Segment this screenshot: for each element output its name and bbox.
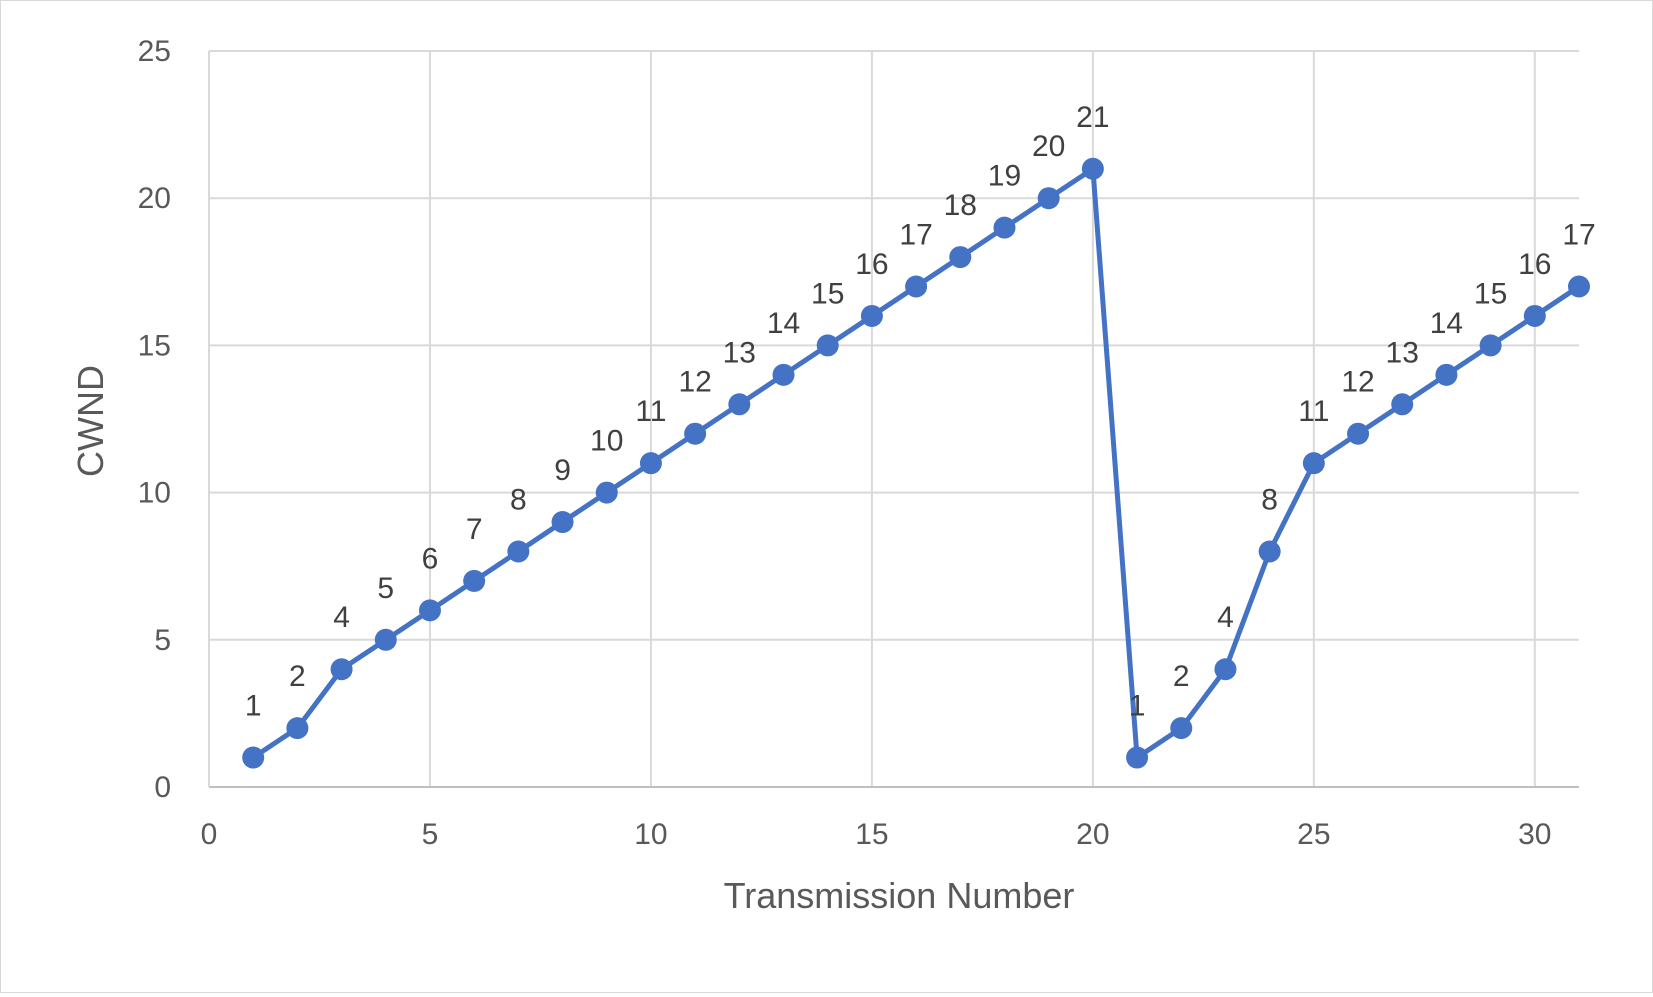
data-point bbox=[684, 422, 707, 445]
data-label: 20 bbox=[1032, 130, 1065, 163]
x-tick-label: 20 bbox=[1076, 818, 1109, 851]
data-point bbox=[330, 658, 353, 681]
y-tick-label: 5 bbox=[154, 624, 171, 657]
data-point bbox=[286, 717, 309, 740]
data-point bbox=[1568, 275, 1590, 298]
data-label: 11 bbox=[1298, 395, 1329, 428]
data-label: 15 bbox=[811, 277, 844, 310]
data-label: 14 bbox=[1430, 307, 1463, 340]
x-tick-label: 5 bbox=[422, 818, 439, 851]
data-label: 17 bbox=[899, 219, 932, 252]
data-point bbox=[772, 363, 795, 386]
data-label: 14 bbox=[767, 307, 800, 340]
data-label: 8 bbox=[510, 483, 527, 516]
data-label: 6 bbox=[422, 542, 439, 575]
data-point bbox=[1170, 717, 1193, 740]
data-point bbox=[816, 334, 839, 357]
data-label: 17 bbox=[1562, 219, 1595, 252]
data-point bbox=[728, 393, 751, 416]
data-label: 15 bbox=[1474, 277, 1507, 310]
data-label: 16 bbox=[855, 248, 888, 281]
data-point bbox=[1347, 422, 1370, 445]
x-tick-label: 25 bbox=[1297, 818, 1330, 851]
x-tick-label: 15 bbox=[855, 818, 888, 851]
data-label: 19 bbox=[988, 160, 1021, 193]
data-label: 2 bbox=[1173, 660, 1190, 693]
data-point bbox=[595, 481, 618, 504]
data-point bbox=[551, 511, 574, 534]
data-point bbox=[1479, 334, 1502, 357]
data-point bbox=[1214, 658, 1237, 681]
data-label: 5 bbox=[377, 572, 394, 605]
data-label: 13 bbox=[723, 336, 756, 369]
x-tick-label: 0 bbox=[201, 818, 218, 851]
data-point bbox=[993, 216, 1016, 239]
data-point bbox=[1126, 746, 1149, 769]
data-label: 11 bbox=[635, 395, 666, 428]
x-axis-title: Transmission Number bbox=[724, 875, 1075, 916]
data-point bbox=[1258, 540, 1281, 563]
data-labels: 1245678910111213141516171819202112481112… bbox=[245, 101, 1596, 723]
data-label: 9 bbox=[554, 454, 571, 487]
data-label: 13 bbox=[1386, 336, 1419, 369]
data-point bbox=[905, 275, 928, 298]
data-point bbox=[1302, 452, 1325, 475]
data-label: 18 bbox=[944, 189, 977, 222]
data-label: 7 bbox=[466, 513, 483, 546]
data-point bbox=[1391, 393, 1414, 416]
data-label: 4 bbox=[1217, 601, 1234, 634]
data-point bbox=[949, 246, 972, 269]
data-label: 12 bbox=[1341, 366, 1374, 399]
data-label: 21 bbox=[1076, 101, 1109, 134]
data-point bbox=[1523, 304, 1546, 327]
data-point bbox=[1081, 157, 1104, 180]
x-tick-label: 10 bbox=[634, 818, 667, 851]
data-point bbox=[860, 304, 883, 327]
data-label: 1 bbox=[245, 690, 262, 723]
y-tick-label: 10 bbox=[138, 477, 171, 510]
data-point bbox=[1435, 363, 1458, 386]
cwnd-series-line bbox=[251, 166, 1581, 761]
gridlines bbox=[209, 50, 1579, 787]
y-tick-label: 0 bbox=[154, 771, 171, 804]
data-label: 16 bbox=[1518, 248, 1551, 281]
y-axis-title: CWND bbox=[70, 365, 111, 477]
data-point bbox=[418, 599, 441, 622]
axes bbox=[208, 51, 1579, 788]
data-label: 8 bbox=[1261, 483, 1278, 516]
y-tick-label: 15 bbox=[138, 329, 171, 362]
data-label: 4 bbox=[333, 601, 350, 634]
data-points bbox=[242, 157, 1590, 769]
data-label: 10 bbox=[590, 425, 623, 458]
data-point bbox=[1037, 187, 1060, 210]
x-tick-label: 30 bbox=[1518, 818, 1551, 851]
data-point bbox=[507, 540, 530, 563]
y-tick-label: 20 bbox=[138, 182, 171, 215]
data-label: 12 bbox=[678, 366, 711, 399]
data-point bbox=[374, 628, 397, 651]
data-point bbox=[639, 452, 662, 475]
y-tick-label: 25 bbox=[138, 35, 171, 68]
data-label: 2 bbox=[289, 660, 306, 693]
data-point bbox=[463, 569, 486, 592]
data-label: 1 bbox=[1129, 690, 1146, 723]
series-line bbox=[251, 166, 1581, 761]
data-point bbox=[242, 746, 265, 769]
